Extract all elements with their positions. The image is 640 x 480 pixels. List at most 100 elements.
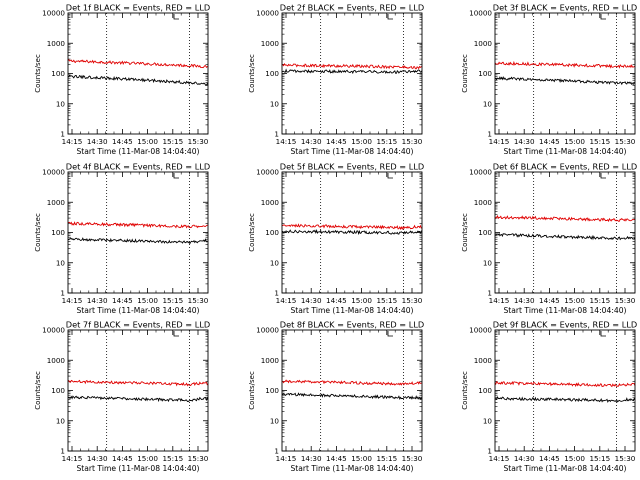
panel-2: Det 2f BLACK = Events, RED = LLD Counts/s…	[248, 3, 424, 157]
y-tick-label: 1	[274, 447, 279, 456]
x-tick-label: 14:45	[112, 137, 133, 146]
y-tick-label: 10000	[469, 326, 492, 335]
x-tick-label: 15:00	[564, 296, 585, 305]
x-tick-label: 14:30	[301, 296, 322, 305]
corner-bracket-mark	[387, 14, 393, 20]
x-tick-label: 15:30	[615, 296, 636, 305]
x-tick-label: 14:45	[326, 137, 347, 146]
plot-frame	[67, 171, 209, 294]
panel-title: Det 8f BLACK = Events, RED = LLD	[280, 320, 424, 330]
panel-title: Det 6f BLACK = Events, RED = LLD	[493, 162, 637, 172]
corner-bracket-mark	[173, 173, 179, 179]
y-tick-label: 10000	[256, 326, 279, 335]
x-tick-label: 15:00	[137, 454, 158, 463]
y-tick-label: 1000	[474, 356, 493, 365]
events-series-line	[494, 232, 636, 241]
y-tick-label: 10000	[42, 168, 65, 177]
y-tick-label: 1000	[47, 356, 66, 365]
x-tick-label: 15:30	[188, 296, 209, 305]
y-tick-label: 100	[265, 386, 279, 395]
x-tick-label: 15:00	[351, 296, 372, 305]
lld-series-line	[494, 60, 636, 69]
y-axis-label: Counts/sec	[248, 213, 256, 252]
y-tick-label: 10	[270, 258, 280, 267]
x-axis-label: Start Time (11-Mar-08 14:04:40)	[76, 306, 199, 315]
x-tick-label: 14:15	[62, 137, 83, 146]
x-tick-label: 15:00	[137, 137, 158, 146]
x-axis-label: Start Time (11-Mar-08 14:04:40)	[503, 306, 626, 315]
y-tick-label: 1	[60, 289, 65, 298]
x-tick-label: 15:00	[351, 454, 372, 463]
y-tick-label: 1000	[474, 198, 493, 207]
x-tick-label: 14:30	[514, 454, 535, 463]
x-tick-label: 14:15	[489, 296, 510, 305]
y-tick-label: 1	[60, 130, 65, 139]
y-tick-label: 1	[274, 130, 279, 139]
lld-series-line	[67, 379, 209, 387]
y-tick-label: 10	[56, 99, 66, 108]
y-tick-label: 100	[478, 69, 492, 78]
x-tick-label: 14:45	[326, 296, 347, 305]
y-tick-label: 10	[270, 416, 280, 425]
y-tick-label: 10	[483, 258, 493, 267]
x-tick-label: 14:15	[276, 454, 297, 463]
y-tick-label: 1	[487, 130, 492, 139]
y-tick-label: 100	[51, 386, 65, 395]
plot-frame	[281, 12, 423, 135]
x-tick-label: 15:30	[615, 454, 636, 463]
x-tick-label: 14:30	[301, 454, 322, 463]
x-tick-label: 15:30	[402, 137, 423, 146]
y-tick-label: 10	[56, 416, 66, 425]
y-tick-label: 10	[270, 99, 280, 108]
panel-title: Det 7f BLACK = Events, RED = LLD	[66, 320, 210, 330]
x-tick-label: 14:15	[276, 296, 297, 305]
x-tick-label: 14:45	[539, 296, 560, 305]
panel-title: Det 9f BLACK = Events, RED = LLD	[493, 320, 637, 330]
x-tick-label: 14:15	[62, 454, 83, 463]
lld-series-line	[281, 223, 423, 231]
x-tick-label: 14:30	[87, 454, 108, 463]
panel-9: Det 9f BLACK = Events, RED = LLD Counts/s…	[461, 320, 637, 474]
lld-series-line	[281, 63, 423, 70]
x-tick-label: 14:30	[87, 296, 108, 305]
lld-series-line	[67, 58, 209, 69]
panel-title: Det 5f BLACK = Events, RED = LLD	[280, 162, 424, 172]
y-tick-label: 1	[487, 289, 492, 298]
panel-title: Det 4f BLACK = Events, RED = LLD	[66, 162, 210, 172]
y-tick-label: 100	[265, 228, 279, 237]
x-tick-label: 15:15	[376, 137, 397, 146]
x-tick-label: 14:45	[539, 137, 560, 146]
corner-bracket-mark	[173, 331, 179, 337]
panel-7: Det 7f BLACK = Events, RED = LLD Counts/s…	[34, 320, 210, 474]
panel-title: Det 3f BLACK = Events, RED = LLD	[493, 3, 637, 13]
y-tick-label: 1	[274, 289, 279, 298]
x-tick-label: 15:15	[376, 454, 397, 463]
x-axis-label: Start Time (11-Mar-08 14:04:40)	[290, 147, 413, 156]
x-tick-label: 14:15	[62, 296, 83, 305]
x-tick-label: 14:45	[112, 296, 133, 305]
corner-bracket-mark	[600, 14, 606, 20]
x-tick-label: 14:15	[489, 137, 510, 146]
lld-series-line	[494, 381, 636, 388]
events-series-line	[282, 68, 423, 75]
x-axis-label: Start Time (11-Mar-08 14:04:40)	[503, 147, 626, 156]
x-tick-label: 15:15	[589, 296, 610, 305]
lld-series-line	[281, 379, 423, 386]
x-tick-label: 15:30	[615, 137, 636, 146]
x-tick-label: 15:00	[564, 137, 585, 146]
y-tick-label: 1	[487, 447, 492, 456]
events-series-line	[68, 237, 208, 245]
corner-bracket-mark	[173, 14, 179, 20]
y-tick-label: 10	[483, 99, 493, 108]
x-tick-label: 15:00	[564, 454, 585, 463]
lld-series-line	[67, 221, 208, 229]
panel-title: Det 1f BLACK = Events, RED = LLD	[66, 3, 210, 13]
panel-title: Det 2f BLACK = Events, RED = LLD	[280, 3, 424, 13]
y-tick-label: 10000	[42, 9, 65, 18]
x-tick-label: 15:30	[188, 137, 209, 146]
y-axis-label: Counts/sec	[34, 54, 42, 93]
panel-3: Det 3f BLACK = Events, RED = LLD Counts/s…	[461, 3, 637, 157]
x-tick-label: 15:30	[188, 454, 209, 463]
x-tick-label: 14:30	[87, 137, 108, 146]
